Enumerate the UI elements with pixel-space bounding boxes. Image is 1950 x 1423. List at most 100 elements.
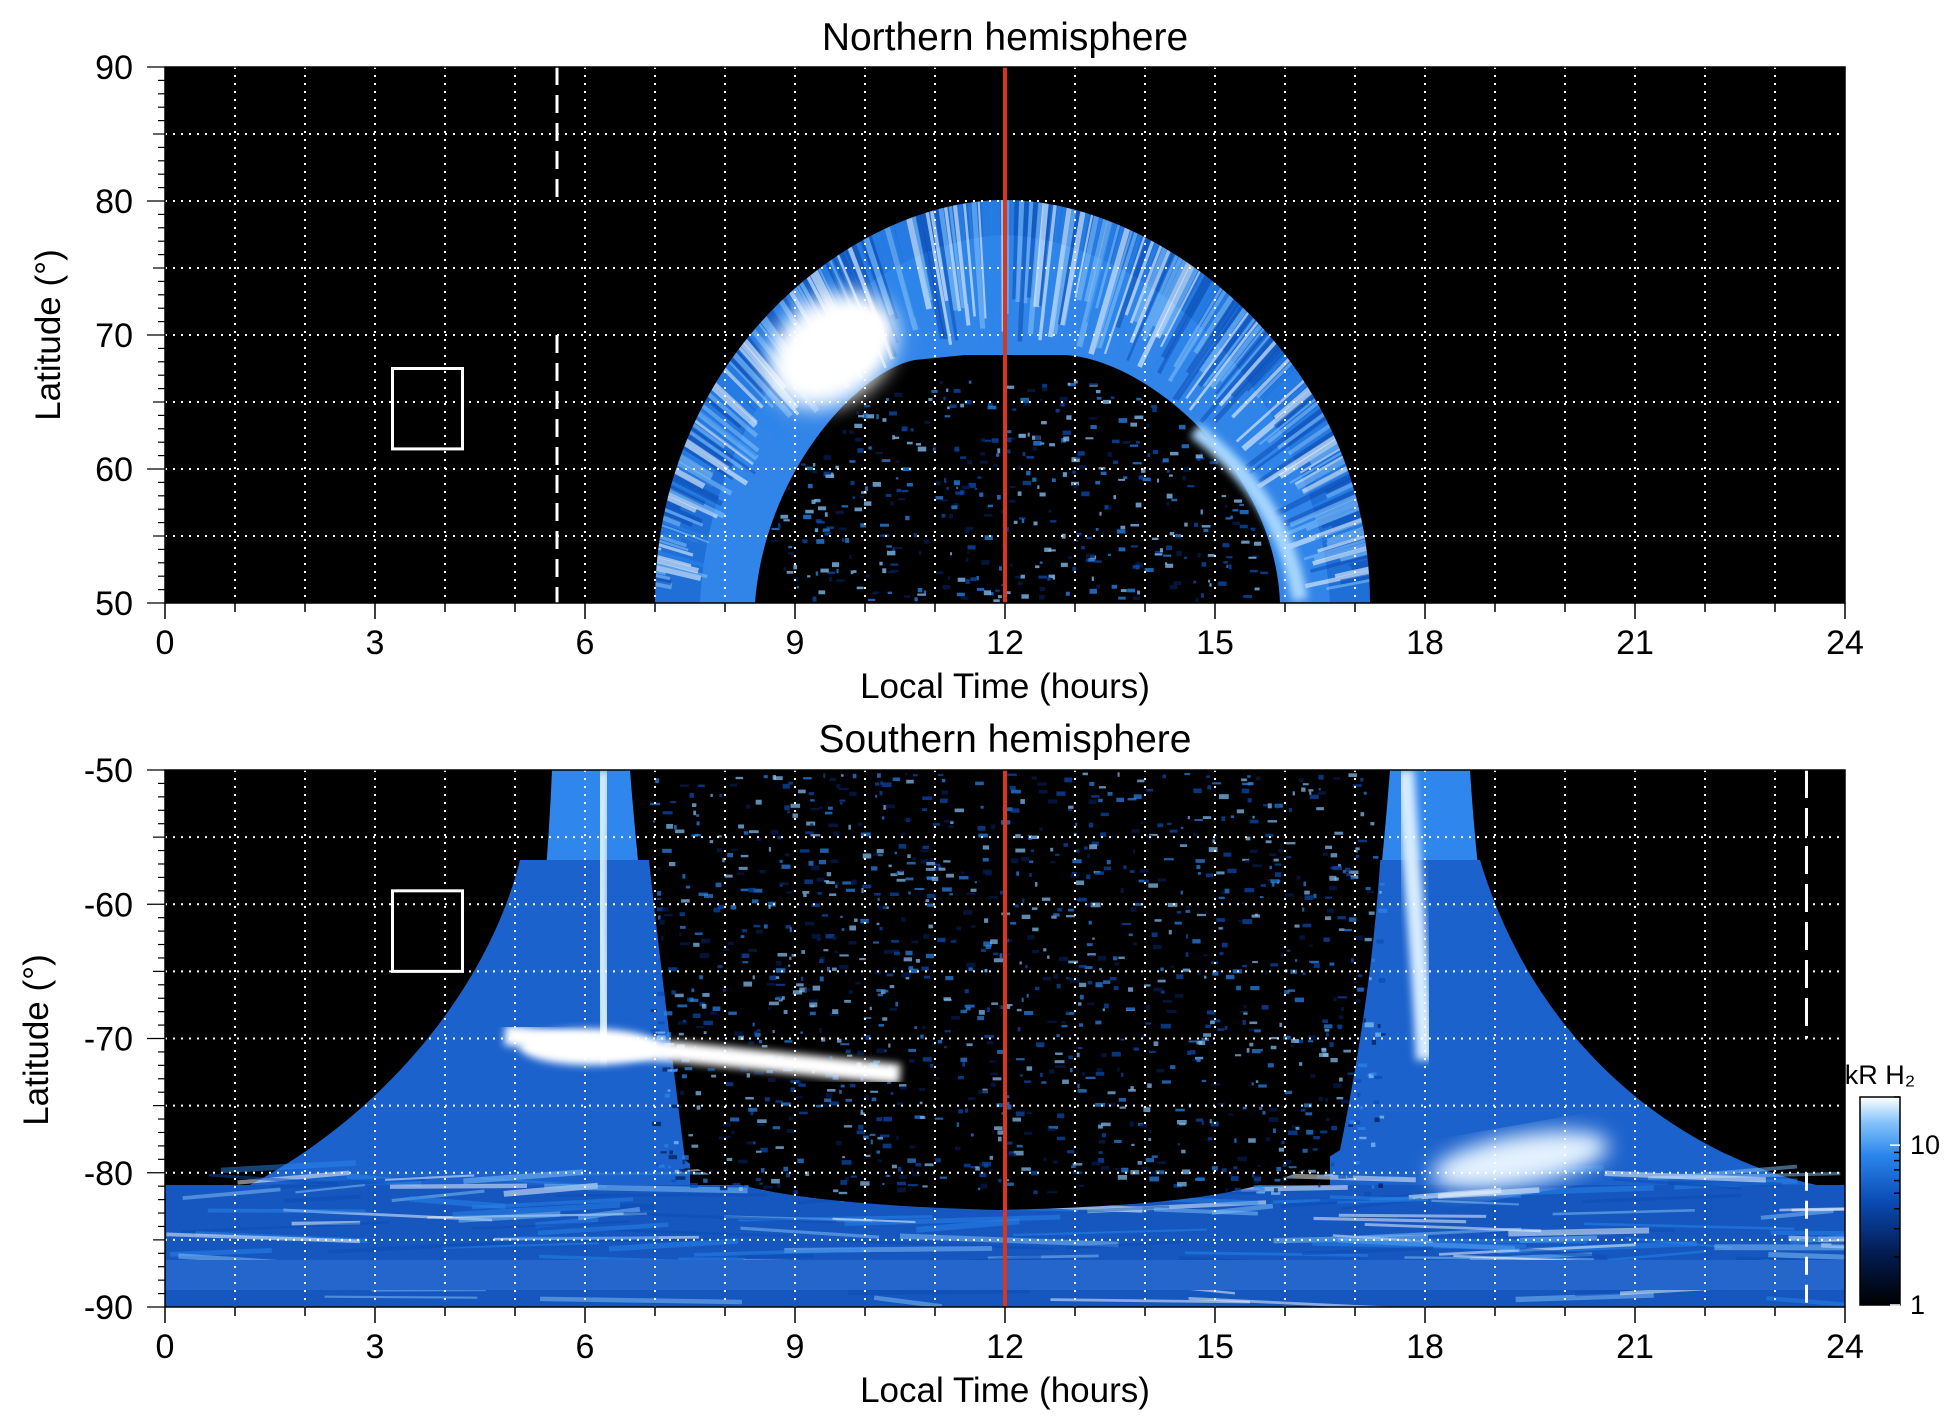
speckle <box>1317 791 1327 795</box>
speckle <box>1241 778 1247 782</box>
speckle <box>835 884 838 889</box>
speckle <box>1226 564 1229 569</box>
speckle <box>801 463 806 466</box>
speckle <box>1201 1079 1207 1083</box>
speckle <box>853 570 857 573</box>
speckle <box>1050 847 1054 852</box>
speckle <box>870 1139 873 1145</box>
speckle <box>810 1004 815 1008</box>
speckle <box>977 476 982 479</box>
speckle <box>896 1102 904 1106</box>
speckle <box>1203 528 1209 533</box>
speckle <box>965 579 970 584</box>
speckle <box>1239 524 1248 529</box>
speckle <box>1166 1009 1177 1013</box>
speckle <box>1061 533 1066 539</box>
speckle <box>1107 553 1111 557</box>
speckle <box>805 831 814 835</box>
speckle <box>860 918 869 924</box>
speckle <box>1016 1111 1025 1117</box>
speckle <box>728 1011 737 1015</box>
speckle <box>1002 807 1013 812</box>
speckle <box>1369 977 1372 981</box>
speckle <box>1221 816 1226 821</box>
speckle <box>811 903 820 907</box>
speckle <box>1353 1160 1360 1165</box>
speckle <box>1378 908 1388 913</box>
speckle <box>820 848 829 853</box>
speckle <box>657 1021 665 1025</box>
speckle <box>1228 1113 1234 1116</box>
speckle <box>675 1176 686 1180</box>
north-title: Northern hemisphere <box>822 16 1188 59</box>
speckle <box>881 782 892 788</box>
speckle <box>1273 1188 1278 1193</box>
fan-streak <box>1791 1208 1845 1212</box>
speckle <box>1301 1108 1306 1112</box>
speckle <box>748 1041 755 1045</box>
speckle <box>824 1098 832 1103</box>
speckle <box>1162 458 1169 463</box>
speckle <box>1309 944 1313 947</box>
fan-streak <box>1582 1193 1742 1204</box>
speckle <box>1005 385 1015 389</box>
speckle <box>689 998 699 1002</box>
oval-ray <box>898 200 934 301</box>
speckle <box>1047 1191 1058 1194</box>
speckle <box>1096 396 1102 400</box>
speckle <box>1196 1118 1203 1122</box>
speckle <box>788 552 794 555</box>
speckle <box>1334 831 1344 835</box>
speckle <box>1154 553 1163 556</box>
speckle <box>1205 910 1208 914</box>
speckle <box>1176 536 1182 540</box>
speckle <box>990 1082 996 1088</box>
speckle <box>809 1011 816 1016</box>
speckle <box>1021 997 1024 1003</box>
fan-streak <box>1552 1209 1695 1216</box>
speckle <box>887 571 896 574</box>
speckle <box>1260 571 1268 575</box>
speckle <box>862 853 872 859</box>
speckle <box>1012 1117 1022 1122</box>
speckle <box>1031 1170 1039 1176</box>
speckle <box>897 1187 907 1193</box>
speckle <box>854 437 862 442</box>
fan-streak <box>899 1233 1119 1248</box>
speckle <box>1051 915 1057 919</box>
north-overlays <box>391 67 1007 603</box>
speckle <box>1056 1136 1066 1141</box>
speckle <box>684 1067 693 1071</box>
speckle <box>846 888 856 892</box>
speckle <box>944 478 947 483</box>
speckle <box>1168 929 1172 935</box>
south-xlabel: Local Time (hours) <box>860 1371 1150 1410</box>
speckle <box>960 456 967 459</box>
speckle <box>1354 1120 1361 1126</box>
speckle <box>804 921 815 926</box>
oval-ray <box>1295 391 1370 490</box>
speckle <box>1025 965 1028 969</box>
speckle <box>926 861 936 866</box>
speckle <box>1077 451 1085 456</box>
speckle <box>838 527 847 531</box>
speckle <box>1366 890 1375 894</box>
speckle <box>849 460 856 463</box>
speckle <box>1349 917 1357 922</box>
speckle <box>1136 561 1140 566</box>
speckle <box>993 952 999 956</box>
speckle <box>730 904 737 910</box>
speckle <box>898 869 904 873</box>
speckle <box>769 1001 779 1006</box>
speckle <box>659 919 665 925</box>
north-dusk-arc <box>1190 423 1308 602</box>
speckle <box>1243 595 1253 598</box>
speckle <box>887 591 892 595</box>
speckle <box>891 949 900 953</box>
speckle <box>670 801 676 804</box>
speckle <box>849 925 857 931</box>
speckle <box>1325 1117 1330 1122</box>
speckle <box>1027 935 1035 940</box>
speckle <box>1095 528 1099 531</box>
speckle <box>1176 550 1182 556</box>
